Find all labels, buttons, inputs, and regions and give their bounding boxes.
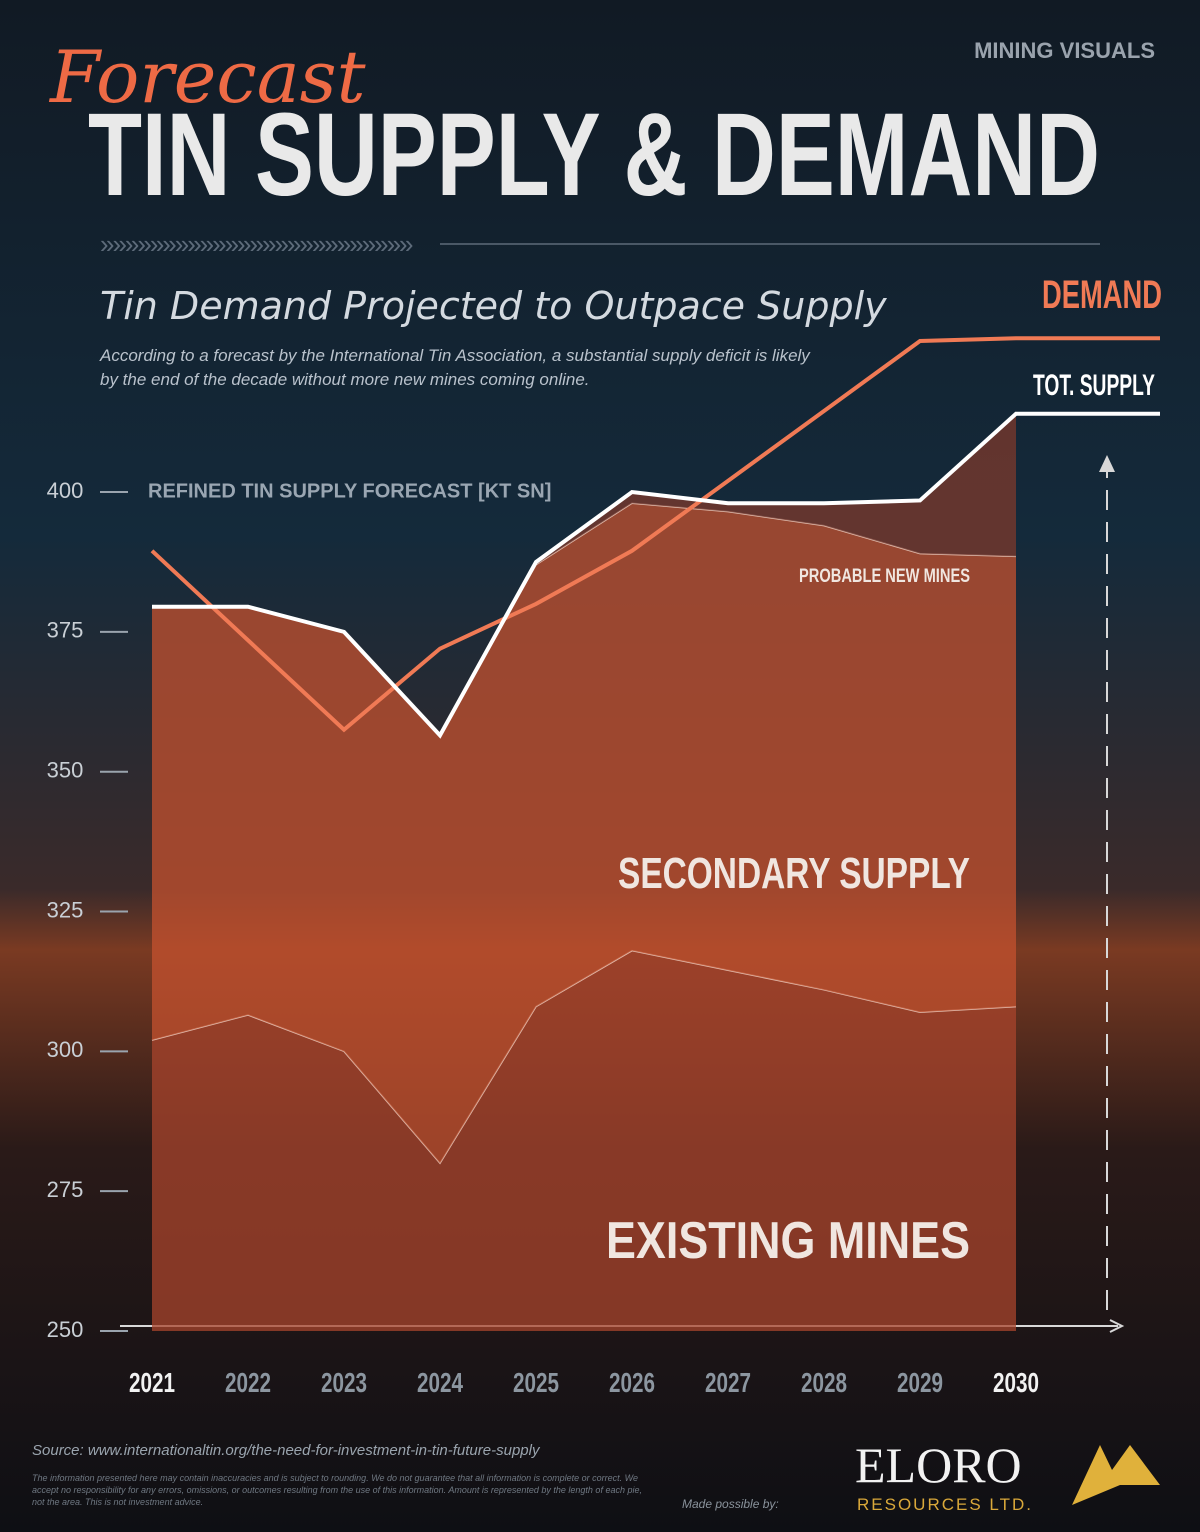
x-tick-label: 2025 <box>513 1367 559 1398</box>
brand: MINING VISUALS <box>974 38 1155 63</box>
total-supply-line <box>152 411 1160 739</box>
description: According to a forecast by the Internati… <box>100 346 810 389</box>
x-tick-label: 2027 <box>705 1367 751 1398</box>
y-tick-label: 325 <box>47 897 84 922</box>
demand-line <box>150 336 1160 733</box>
x-tick-label: 2030 <box>993 1367 1039 1398</box>
title: TIN SUPPLY & DEMAND <box>88 89 1100 221</box>
y-tick-label: 300 <box>47 1037 84 1062</box>
y-tick-label: 375 <box>47 618 84 643</box>
area <box>152 503 1016 1164</box>
x-tick-label: 2021 <box>129 1367 175 1398</box>
made-by: Made possible by: <box>682 1497 779 1511</box>
sponsor-sub: RESOURCES LTD. <box>857 1495 1033 1514</box>
sponsor: ELORO <box>855 1437 1022 1493</box>
x-tick-label: 2023 <box>321 1367 367 1398</box>
series-label: SECONDARY SUPPLY <box>618 849 970 898</box>
x-tick-label: 2022 <box>225 1367 271 1398</box>
series-label: DEMAND <box>1042 273 1162 317</box>
y-tick-label: 275 <box>47 1177 84 1202</box>
area-edge <box>151 949 1017 1165</box>
subtitle: Tin Demand Projected to Outpace Supply <box>100 284 887 328</box>
y-axis-label: REFINED TIN SUPPLY FORECAST [KT SN] <box>148 480 551 502</box>
x-tick-label: 2026 <box>609 1367 655 1398</box>
total-supply-label: TOT. SUPPLY <box>1033 369 1155 402</box>
series-label: PROBABLE NEW MINES <box>799 566 970 587</box>
series-label: EXISTING MINES <box>606 1212 970 1270</box>
x-tick-label: 2024 <box>417 1367 463 1398</box>
x-tick-label: 2028 <box>801 1367 847 1398</box>
source: Source: www.internationaltin.org/the-nee… <box>32 1442 540 1459</box>
deficit-arrow-head <box>1099 455 1115 472</box>
x-axis-arrow <box>1109 1319 1125 1333</box>
kicker: Forecast <box>48 35 367 119</box>
area <box>152 950 1016 1331</box>
x-tick-label: 2029 <box>897 1367 943 1398</box>
y-tick-label: 250 <box>47 1317 84 1342</box>
sponsor-logo <box>1072 1445 1160 1505</box>
y-tick-label: 400 <box>47 478 84 503</box>
divider: »»»»»»»»»»»»»»»»»»»»»»»»» <box>100 229 413 259</box>
y-tick-label: 350 <box>47 758 84 783</box>
disclaimer: The information presented here may conta… <box>32 1473 642 1507</box>
